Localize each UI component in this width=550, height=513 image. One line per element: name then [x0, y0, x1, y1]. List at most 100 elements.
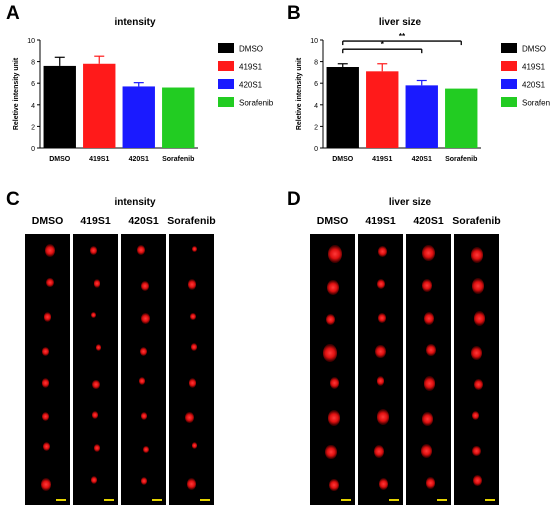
fluorescent-spot	[42, 442, 50, 452]
fluorescent-spot	[191, 442, 198, 450]
fluorescent-spot	[139, 346, 148, 357]
bar	[445, 88, 478, 148]
fluorescent-spot	[377, 279, 386, 290]
y-axis-label: Reletive intensity unit	[296, 57, 303, 130]
bar	[122, 86, 155, 148]
fluorescent-spot	[139, 376, 146, 385]
bar	[405, 85, 438, 148]
fluorescent-spot	[470, 246, 483, 263]
panel-c-title: intensity	[114, 197, 156, 208]
fluorescent-spot	[46, 277, 54, 288]
lane-header: 420S1	[128, 215, 159, 227]
fluorescent-spot	[474, 378, 484, 391]
scale-bar	[341, 499, 351, 501]
fluorescent-spot	[141, 312, 150, 324]
x-tick-label: Sorafenib	[445, 156, 477, 163]
fluorescent-spot	[326, 313, 335, 325]
y-tick-label: 10	[27, 38, 35, 45]
fluorescent-spot	[137, 244, 145, 256]
panel-label-b: B	[287, 3, 301, 24]
chart-b: 0 2 4 6 8 10 Reletive intensity unit DMSO 419S1 4…	[296, 32, 550, 163]
fluorescent-spot	[378, 477, 389, 490]
fluorescent-spot	[421, 279, 432, 293]
legend-swatch	[501, 97, 517, 107]
y-tick-label: 6	[314, 81, 318, 88]
y-tick-label: 0	[314, 146, 318, 153]
fluorescent-spot	[186, 478, 196, 490]
x-tick-label: DMSO	[332, 156, 354, 163]
x-tick-label: 419S1	[372, 156, 392, 163]
scale-bar	[389, 499, 399, 501]
legend-swatch	[501, 43, 517, 53]
fish-image-strip	[310, 234, 355, 505]
y-tick-label: 0	[31, 146, 35, 153]
fluorescent-spot	[323, 344, 338, 362]
legend-label: Sorafenib	[522, 99, 550, 108]
fluorescent-spot	[187, 278, 196, 290]
legend-label: Sorafenib	[239, 99, 274, 108]
legend-label: 419S1	[522, 63, 546, 72]
y-tick-label: 2	[314, 124, 318, 131]
fluorescent-spot	[471, 345, 483, 361]
bar	[326, 67, 359, 148]
fluorescent-spot	[472, 445, 481, 457]
fluorescent-spot	[40, 478, 51, 492]
fish-image-strip	[454, 234, 499, 505]
y-tick-label: 10	[310, 38, 318, 45]
legend-swatch	[218, 61, 234, 71]
fluorescent-spot	[376, 376, 384, 386]
fluorescent-spot	[191, 245, 197, 253]
fish-image-strip	[406, 234, 451, 505]
fluorescent-spot	[188, 378, 197, 389]
fluorescent-spot	[377, 245, 387, 258]
x-tick-label: 419S1	[89, 156, 109, 163]
scale-bar	[56, 499, 66, 501]
lane-header: 419S1	[80, 215, 111, 227]
bar	[43, 65, 76, 148]
fluorescent-spot	[325, 444, 337, 460]
panel-label-c: C	[6, 189, 20, 210]
legend-swatch	[501, 79, 517, 89]
fluorescent-spot	[472, 277, 485, 294]
fluorescent-spot	[327, 410, 340, 426]
fish-image-strip	[73, 234, 118, 505]
fluorescent-spot	[140, 476, 147, 485]
fluorescent-spot	[43, 312, 52, 323]
fluorescent-spot	[327, 279, 340, 296]
fluorescent-spot	[472, 411, 480, 421]
fluorescent-spot	[376, 409, 389, 426]
fluorescent-spot	[191, 343, 198, 351]
fluorescent-spot	[373, 445, 385, 459]
fluorescent-spot	[45, 244, 55, 258]
fluorescent-spot	[141, 280, 150, 291]
scale-bar	[200, 499, 210, 501]
significance-label: **	[399, 32, 406, 41]
bar	[366, 71, 399, 148]
chart-a: 0 2 4 6 8 10 Reletive intensity unit DMSO 419S1 4…	[13, 38, 274, 163]
x-tick-label: 420S1	[412, 156, 432, 163]
fluorescent-spot	[95, 344, 101, 352]
legend-swatch	[501, 61, 517, 71]
x-tick-label: Sorafenib	[162, 156, 194, 163]
fluorescent-spot	[190, 313, 196, 321]
lane-header: 419S1	[365, 215, 396, 227]
fluorescent-spot	[422, 244, 435, 261]
y-tick-label: 8	[314, 60, 318, 67]
fluorescent-spot	[328, 244, 343, 263]
fish-image-strip	[358, 234, 403, 505]
fluorescent-spot	[90, 475, 98, 485]
panel-d-title: liver size	[388, 197, 432, 208]
legend-swatch	[218, 97, 234, 107]
scale-bar	[485, 499, 495, 501]
fluorescent-spot	[41, 377, 50, 388]
lane-header: DMSO	[31, 215, 64, 227]
fluorescent-spot	[426, 477, 435, 489]
y-tick-label: 6	[31, 81, 35, 88]
legend-label: 420S1	[239, 81, 263, 90]
fluorescent-spot	[41, 411, 49, 421]
fluorescent-spot	[329, 478, 340, 492]
fluorescent-spot	[424, 376, 435, 391]
fluorescent-spot	[93, 279, 100, 288]
significance-label: *	[381, 40, 385, 49]
fluorescent-spot	[375, 344, 386, 359]
